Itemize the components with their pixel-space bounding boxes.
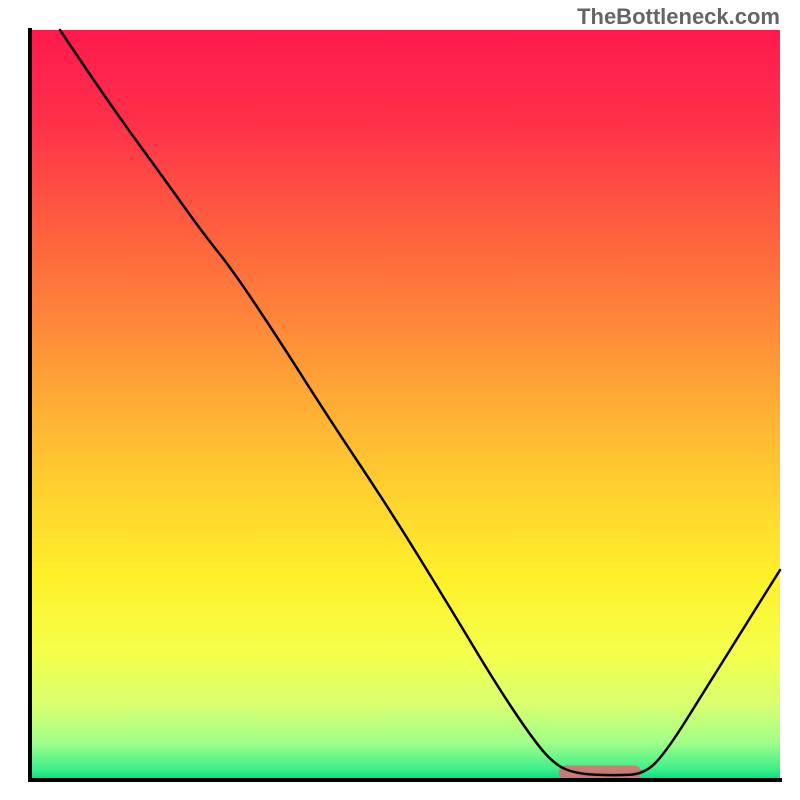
gradient-background <box>30 30 780 780</box>
watermark-text: TheBottleneck.com <box>577 4 780 30</box>
chart-container: TheBottleneck.com <box>0 0 800 800</box>
chart-svg <box>0 0 800 800</box>
optimal-range-marker <box>559 766 642 780</box>
